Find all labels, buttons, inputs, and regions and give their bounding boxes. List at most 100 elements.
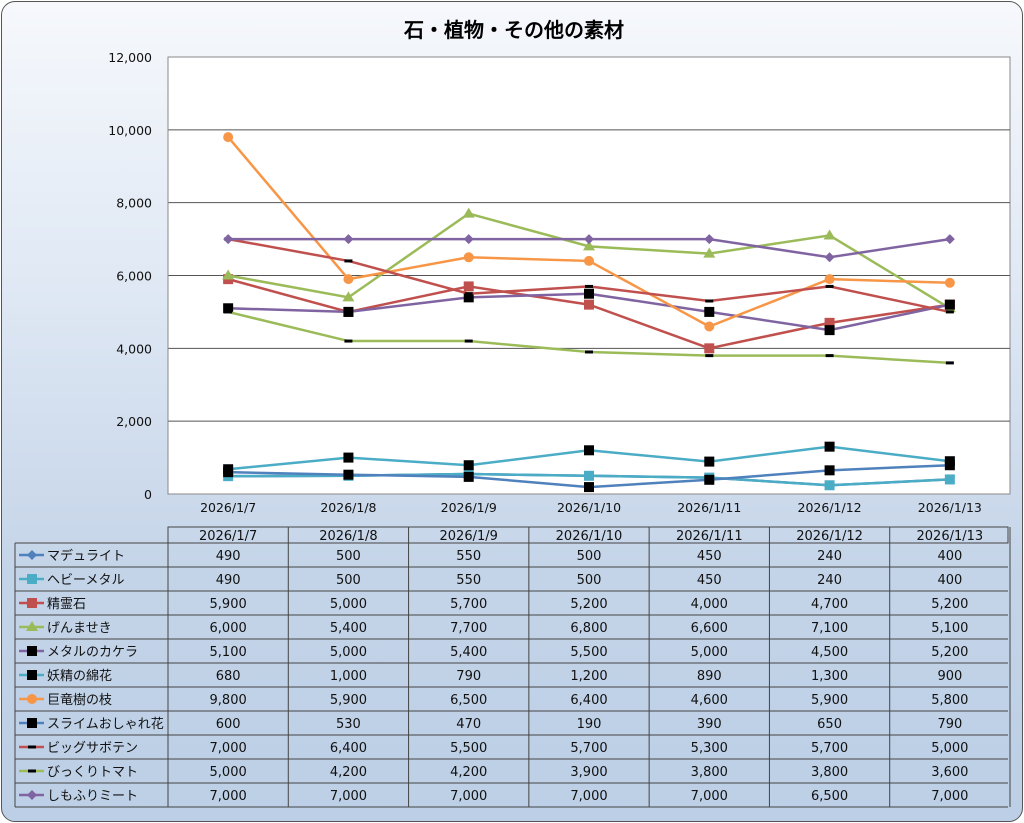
legend-marker: [26, 621, 38, 631]
x-tick-label: 2026/1/8: [320, 500, 376, 515]
table-cell: 7,000: [691, 789, 728, 804]
x-tick-label: 2026/1/13: [918, 500, 982, 515]
y-tick-label: 2,000: [116, 414, 152, 429]
data-point: [704, 234, 715, 245]
table-cell: 4,200: [450, 765, 487, 780]
table-cell: 5,200: [931, 597, 968, 612]
table-cell: 4,500: [811, 645, 848, 660]
table-cell: 5,500: [570, 645, 607, 660]
data-point: [824, 480, 835, 491]
table-cell: 490: [216, 573, 241, 588]
data-point: [944, 234, 955, 245]
table-cell: 5,500: [450, 741, 487, 756]
legend-marker: [28, 745, 36, 749]
table-cell: 550: [456, 573, 481, 588]
data-point: [705, 354, 714, 358]
table-cell: 240: [817, 549, 842, 564]
table-cell: 3,900: [570, 765, 607, 780]
table-cell: 240: [817, 573, 842, 588]
data-point: [704, 321, 715, 332]
table-cell: 5,000: [931, 741, 968, 756]
table-cell: 490: [216, 549, 241, 564]
legend-marker: [27, 790, 37, 800]
table-cell: 5,700: [811, 741, 848, 756]
legend-label: びっくりトマト: [47, 765, 138, 780]
data-point: [704, 456, 715, 467]
table-header-cell: 2026/1/13: [917, 529, 984, 544]
data-point: [704, 306, 715, 317]
table-cell: 5,700: [570, 741, 607, 756]
legend-label: しもふりミート: [47, 789, 138, 804]
legend-label: ビッグサボテン: [47, 741, 138, 756]
data-point: [223, 303, 234, 314]
x-tick-label: 2026/1/9: [441, 500, 497, 515]
table-cell: 500: [577, 573, 602, 588]
table-cell: 7,100: [811, 621, 848, 636]
data-point: [944, 474, 955, 485]
table-cell: 890: [697, 669, 722, 684]
table-cell: 6,500: [811, 789, 848, 804]
data-point: [463, 252, 474, 263]
data-point: [824, 325, 835, 336]
x-tick-label: 2026/1/7: [200, 500, 256, 515]
y-tick-label: 10,000: [108, 123, 152, 138]
table-cell: 6,800: [570, 621, 607, 636]
data-point: [944, 460, 955, 471]
table-cell: 6,400: [330, 741, 367, 756]
table-cell: 7,000: [931, 789, 968, 804]
data-point: [584, 470, 594, 481]
table-cell: 600: [216, 717, 241, 732]
y-tick-label: 4,000: [116, 341, 152, 356]
y-tick-label: 0: [144, 487, 152, 502]
legend-marker: [27, 694, 37, 704]
table-cell: 1,000: [330, 669, 367, 684]
data-point: [825, 284, 834, 288]
table-cell: 6,500: [450, 693, 487, 708]
data-point: [463, 460, 474, 471]
table-cell: 400: [937, 573, 962, 588]
table-cell: 530: [336, 717, 361, 732]
data-point: [944, 299, 955, 310]
legend-label: ヘビーメタル: [47, 573, 124, 588]
table-cell: 550: [456, 549, 481, 564]
data-point: [462, 207, 475, 218]
x-tick-label: 2026/1/10: [557, 500, 621, 515]
data-point: [584, 299, 594, 310]
table-cell: 5,900: [811, 693, 848, 708]
y-tick-label: 6,000: [116, 269, 152, 284]
table-cell: 5,900: [210, 597, 247, 612]
table-cell: 500: [577, 549, 602, 564]
chart-title: 石・植物・その他の素材: [404, 18, 624, 42]
data-point: [463, 234, 474, 245]
table-cell: 5,400: [330, 621, 367, 636]
table-cell: 1,300: [811, 669, 848, 684]
table-cell: 9,800: [210, 693, 247, 708]
table-cell: 3,800: [811, 765, 848, 780]
table-cell: 7,000: [210, 789, 247, 804]
data-point: [945, 310, 954, 314]
table-cell: 900: [937, 669, 962, 684]
data-point: [584, 234, 594, 245]
data-point: [223, 234, 234, 245]
data-point: [704, 474, 715, 485]
data-point: [224, 310, 233, 314]
table-cell: 7,000: [330, 789, 367, 804]
table-header-cell: 2026/1/7: [199, 529, 257, 544]
legend-label: マデュライト: [47, 548, 125, 564]
data-point: [824, 441, 835, 452]
table-cell: 6,000: [210, 621, 247, 636]
table-cell: 5,100: [931, 621, 968, 636]
data-point: [223, 467, 234, 478]
data-point: [463, 471, 474, 482]
table-cell: 4,200: [330, 765, 367, 780]
table-cell: 5,900: [330, 693, 367, 708]
data-point: [585, 350, 593, 354]
legend-marker: [28, 769, 36, 773]
legend-label: 精霊石: [47, 597, 86, 612]
legend-marker: [27, 646, 37, 656]
data-point: [343, 452, 354, 463]
data-point: [825, 354, 834, 358]
data-point: [222, 269, 235, 280]
data-point: [464, 292, 473, 296]
